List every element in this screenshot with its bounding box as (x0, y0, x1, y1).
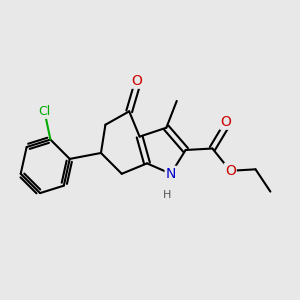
Text: O: O (225, 164, 236, 178)
Text: Cl: Cl (38, 105, 51, 118)
Text: H: H (163, 190, 171, 200)
Text: O: O (220, 115, 231, 129)
Text: O: O (131, 74, 142, 88)
Text: N: N (166, 167, 176, 181)
